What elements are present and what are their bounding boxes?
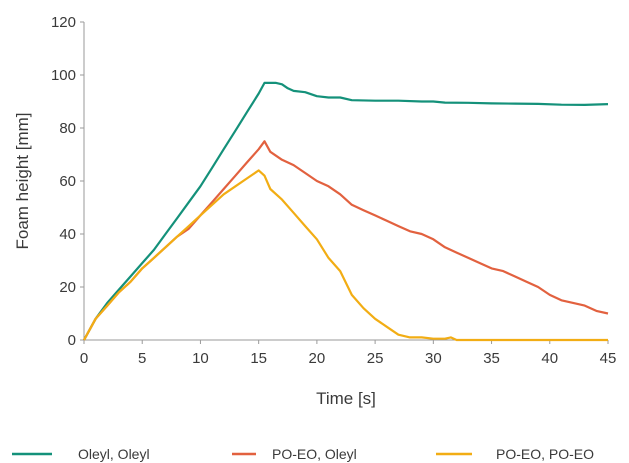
x-tick-label: 25 <box>367 350 384 367</box>
series-lines <box>83 81 609 342</box>
y-tick-label: 120 <box>51 14 76 31</box>
x-tick-label: 45 <box>600 350 617 367</box>
y-tick-label: 60 <box>59 173 76 190</box>
y-tick-label: 100 <box>51 67 76 84</box>
legend: Oleyl, Oleyl PO-EO, Oleyl PO-EO, PO-EO <box>12 446 594 462</box>
y-axis-title: Foam height [mm] <box>13 113 32 250</box>
y-tick-label: 20 <box>59 279 76 296</box>
x-tick-label: 15 <box>250 350 267 367</box>
x-tick-label: 35 <box>483 350 500 367</box>
y-tick-labels: 0 20 40 60 80 100 120 <box>51 14 84 349</box>
y-tick-label: 0 <box>68 332 76 349</box>
x-tick-label: 20 <box>309 350 326 367</box>
y-tick-label: 80 <box>59 120 76 137</box>
x-tick-label: 0 <box>80 350 88 367</box>
x-tick-labels: 0 5 10 15 20 25 30 35 40 45 <box>80 340 617 367</box>
legend-label-poeo-oleyl: PO-EO, Oleyl <box>272 446 357 462</box>
x-tick-label: 30 <box>425 350 442 367</box>
series-line-poeo-oleyl <box>83 140 609 341</box>
axes <box>83 22 608 341</box>
series-line-poeo-poeo <box>83 169 608 342</box>
series-line-oleyl-oleyl <box>83 81 609 341</box>
legend-label-oleyl-oleyl: Oleyl, Oleyl <box>78 446 150 462</box>
x-tick-label: 40 <box>541 350 558 367</box>
x-tick-label: 5 <box>138 350 146 367</box>
y-tick-label: 40 <box>59 226 76 243</box>
x-tick-label: 10 <box>192 350 209 367</box>
legend-label-poeo-poeo: PO-EO, PO-EO <box>496 446 594 462</box>
x-axis-title: Time [s] <box>316 389 376 408</box>
